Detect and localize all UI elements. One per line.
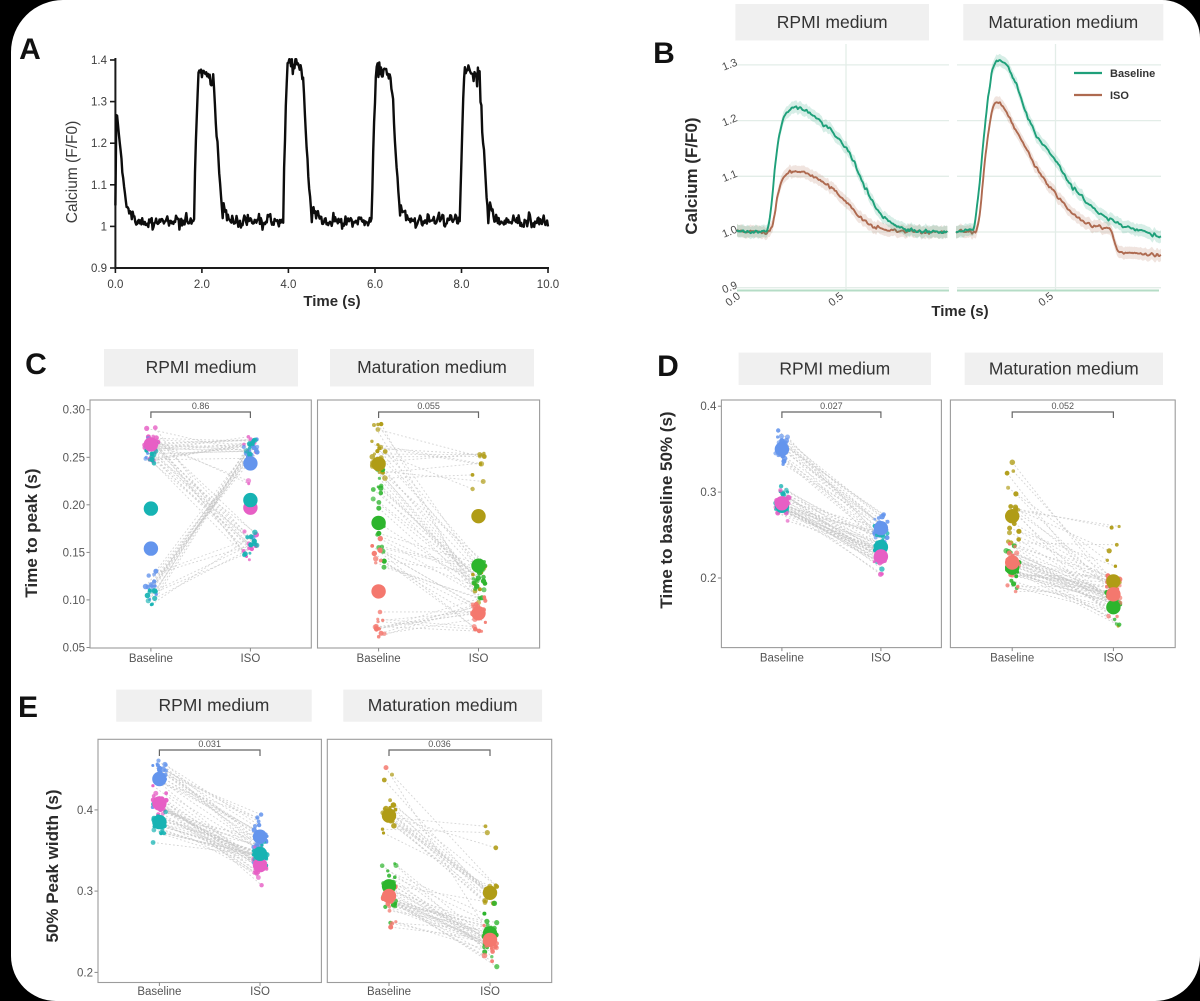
svg-text:ISO: ISO xyxy=(1110,90,1129,102)
svg-text:0.3: 0.3 xyxy=(77,886,93,898)
svg-text:0.15: 0.15 xyxy=(63,547,85,559)
svg-text:ISO: ISO xyxy=(871,653,891,665)
svg-text:ISO: ISO xyxy=(250,986,270,998)
svg-text:Time to peak (s): Time to peak (s) xyxy=(22,468,41,597)
svg-text:Maturation medium: Maturation medium xyxy=(368,695,518,715)
svg-text:B: B xyxy=(653,37,675,70)
svg-text:0.055: 0.055 xyxy=(417,401,440,411)
svg-text:0.9: 0.9 xyxy=(91,263,107,275)
svg-text:0.4: 0.4 xyxy=(77,805,94,817)
svg-text:ISO: ISO xyxy=(240,653,260,665)
svg-text:D: D xyxy=(657,350,679,383)
svg-text:6.0: 6.0 xyxy=(367,279,383,291)
svg-text:ISO: ISO xyxy=(480,986,500,998)
svg-text:0.027: 0.027 xyxy=(820,401,843,411)
svg-text:0.20: 0.20 xyxy=(63,500,85,512)
svg-text:Baseline: Baseline xyxy=(760,653,804,665)
svg-text:Maturation medium: Maturation medium xyxy=(989,358,1139,378)
svg-text:RPMI medium: RPMI medium xyxy=(146,357,257,377)
svg-text:1.4: 1.4 xyxy=(91,55,108,67)
svg-text:C: C xyxy=(25,348,47,381)
svg-text:Maturation medium: Maturation medium xyxy=(357,357,507,377)
svg-text:1.1: 1.1 xyxy=(91,180,107,192)
svg-text:1.3: 1.3 xyxy=(721,57,740,74)
svg-text:Baseline: Baseline xyxy=(137,986,181,998)
svg-text:0.86: 0.86 xyxy=(192,401,210,411)
svg-text:E: E xyxy=(18,691,38,724)
svg-text:Maturation medium: Maturation medium xyxy=(988,12,1138,32)
svg-text:Time to baseline 50% (s): Time to baseline 50% (s) xyxy=(657,411,676,608)
svg-text:0.031: 0.031 xyxy=(198,739,221,749)
svg-text:0.10: 0.10 xyxy=(63,595,85,607)
svg-text:0.052: 0.052 xyxy=(1052,401,1075,411)
svg-text:50% Peak width (s): 50% Peak width (s) xyxy=(43,789,62,942)
svg-text:1.2: 1.2 xyxy=(721,112,740,129)
svg-text:ISO: ISO xyxy=(469,653,489,665)
svg-text:1.1: 1.1 xyxy=(721,168,740,185)
svg-text:Baseline: Baseline xyxy=(1110,68,1155,80)
svg-text:0.036: 0.036 xyxy=(428,739,451,749)
svg-text:Calcium (F/F0): Calcium (F/F0) xyxy=(682,117,701,234)
svg-text:1: 1 xyxy=(101,221,107,233)
svg-text:Time (s): Time (s) xyxy=(931,303,988,320)
svg-text:Baseline: Baseline xyxy=(367,986,411,998)
svg-text:0.2: 0.2 xyxy=(77,967,93,979)
svg-text:0.9: 0.9 xyxy=(721,279,740,296)
svg-text:0.4: 0.4 xyxy=(700,401,717,413)
svg-text:8.0: 8.0 xyxy=(454,279,470,291)
svg-text:RPMI medium: RPMI medium xyxy=(777,12,888,32)
svg-text:0.25: 0.25 xyxy=(63,452,85,464)
svg-text:0.05: 0.05 xyxy=(63,643,85,655)
svg-text:1.0: 1.0 xyxy=(721,224,740,241)
svg-text:1.2: 1.2 xyxy=(91,138,107,150)
svg-text:4.0: 4.0 xyxy=(280,279,296,291)
svg-text:A: A xyxy=(19,33,41,66)
svg-text:0.30: 0.30 xyxy=(63,405,85,417)
svg-text:0.3: 0.3 xyxy=(700,487,716,499)
svg-text:0.2: 0.2 xyxy=(700,573,716,585)
svg-text:Baseline: Baseline xyxy=(357,653,401,665)
svg-text:0.0: 0.0 xyxy=(107,279,123,291)
svg-text:RPMI medium: RPMI medium xyxy=(779,358,890,378)
svg-text:Baseline: Baseline xyxy=(129,653,173,665)
svg-text:10.0: 10.0 xyxy=(537,279,559,291)
svg-text:Calcium (F/F0): Calcium (F/F0) xyxy=(64,121,81,223)
svg-text:1.3: 1.3 xyxy=(91,97,107,109)
svg-text:RPMI medium: RPMI medium xyxy=(158,695,269,715)
svg-text:Time (s): Time (s) xyxy=(303,293,360,310)
svg-text:2.0: 2.0 xyxy=(194,279,210,291)
svg-text:Baseline: Baseline xyxy=(990,653,1034,665)
svg-text:ISO: ISO xyxy=(1103,653,1123,665)
